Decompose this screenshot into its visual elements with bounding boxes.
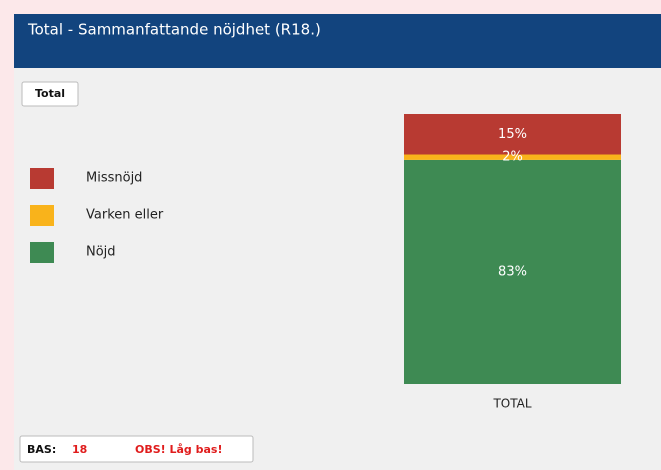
legend-label: Varken eller (86, 208, 164, 223)
base-warning: OBS! Låg bas! (135, 443, 223, 456)
base-label: BAS: (27, 443, 56, 456)
base-value: 18 (72, 443, 87, 456)
data-label: 15% (498, 127, 527, 142)
filter-button[interactable] (21, 81, 79, 107)
data-label: 2% (502, 150, 523, 165)
filter-button-label[interactable]: Total (35, 87, 65, 100)
data-label: 83% (498, 264, 527, 279)
bar-segment (404, 114, 621, 155)
legend-label: Missnöjd (86, 171, 142, 186)
bar-segment (404, 154, 621, 160)
x-tick-label: TOTAL (492, 397, 531, 411)
chart-title: Total - Sammanfattande nöjdhet (R18.) (27, 21, 321, 39)
header (14, 14, 661, 68)
legend-swatch (30, 242, 54, 263)
legend-swatch (30, 205, 54, 226)
base-box (19, 435, 254, 463)
legend-swatch (30, 168, 54, 189)
legend-label: Nöjd (86, 245, 116, 260)
bar-segment (404, 159, 621, 384)
